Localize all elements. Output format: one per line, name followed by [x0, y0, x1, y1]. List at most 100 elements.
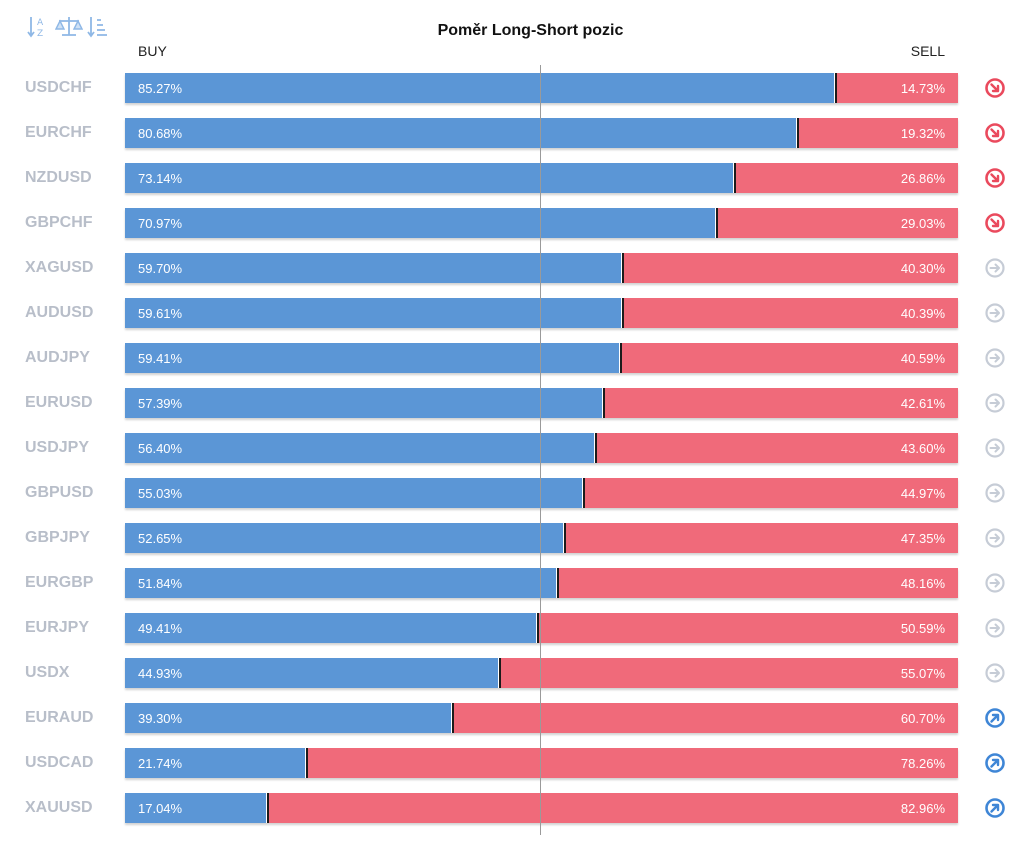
ratio-divider — [834, 73, 838, 103]
trend-neutral-icon[interactable] — [984, 392, 1006, 414]
ratio-row[interactable]: USDX 44.93% 55.07% — [0, 658, 1029, 690]
ratio-bar: 39.30% 60.70% — [125, 703, 958, 733]
sort-descending-icon[interactable] — [86, 14, 110, 40]
balance-scale-icon[interactable] — [55, 14, 83, 40]
buy-segment — [125, 793, 267, 823]
symbol-label[interactable]: USDJPY — [25, 439, 90, 456]
ratio-row[interactable]: EURJPY 49.41% 50.59% — [0, 613, 1029, 645]
buy-segment — [125, 523, 564, 553]
trend-neutral-icon[interactable] — [984, 617, 1006, 639]
sell-percent-label: 50.59% — [900, 621, 945, 636]
ratio-row[interactable]: AUDUSD 59.61% 40.39% — [0, 298, 1029, 330]
trend-neutral-icon[interactable] — [984, 347, 1006, 369]
trend-down-icon[interactable] — [984, 77, 1006, 99]
ratio-bar: 59.70% 40.30% — [125, 253, 958, 283]
ratio-divider — [305, 748, 309, 778]
symbol-label[interactable]: GBPUSD — [25, 484, 94, 501]
sort-alphabetical-icon[interactable]: A Z — [26, 14, 50, 40]
chart-title: Poměr Long-Short pozic — [437, 22, 624, 39]
ratio-divider — [498, 658, 502, 688]
trend-down-icon[interactable] — [984, 167, 1006, 189]
ratio-bar: 52.65% 47.35% — [125, 523, 958, 553]
symbol-label[interactable]: NZDUSD — [25, 169, 92, 186]
symbol-label[interactable]: XAUUSD — [25, 799, 93, 816]
symbol-label[interactable]: AUDUSD — [25, 304, 94, 321]
ratio-row[interactable]: GBPUSD 55.03% 44.97% — [0, 478, 1029, 510]
sell-percent-label: 40.59% — [900, 351, 945, 366]
ratio-row[interactable]: EURUSD 57.39% 42.61% — [0, 388, 1029, 420]
ratio-divider — [621, 253, 625, 283]
symbol-label[interactable]: XAGUSD — [25, 259, 94, 276]
trend-neutral-icon[interactable] — [984, 257, 1006, 279]
ratio-bar: 49.41% 50.59% — [125, 613, 958, 643]
trend-neutral-icon[interactable] — [984, 527, 1006, 549]
ratio-row[interactable]: USDJPY 56.40% 43.60% — [0, 433, 1029, 465]
symbol-label[interactable]: EURCHF — [25, 124, 92, 141]
buy-segment — [125, 253, 623, 283]
ratio-row[interactable]: XAGUSD 59.70% 40.30% — [0, 253, 1029, 285]
ratio-bar: 55.03% 44.97% — [125, 478, 958, 508]
symbol-label[interactable]: EURGBP — [25, 574, 94, 591]
ratio-row[interactable]: EURGBP 51.84% 48.16% — [0, 568, 1029, 600]
sell-segment — [306, 748, 958, 778]
ratio-row[interactable]: EURCHF 80.68% 19.32% — [0, 118, 1029, 150]
symbol-label[interactable]: GBPCHF — [25, 214, 93, 231]
symbol-label[interactable]: EURUSD — [25, 394, 93, 411]
symbol-label[interactable]: EURAUD — [25, 709, 94, 726]
sell-segment — [452, 703, 958, 733]
ratio-divider — [715, 208, 719, 238]
trend-up-icon[interactable] — [984, 797, 1006, 819]
buy-percent-label: 21.74% — [138, 756, 183, 771]
sell-percent-label: 48.16% — [900, 576, 945, 591]
sell-percent-label: 26.86% — [900, 171, 945, 186]
trend-down-icon[interactable] — [984, 122, 1006, 144]
symbol-label[interactable]: USDX — [25, 664, 70, 681]
sell-percent-label: 55.07% — [900, 666, 945, 681]
ratio-divider — [265, 793, 269, 823]
buy-percent-label: 73.14% — [138, 171, 183, 186]
symbol-label[interactable]: USDCHF — [25, 79, 92, 96]
fifty-percent-line — [540, 65, 541, 835]
ratio-row[interactable]: USDCAD 21.74% 78.26% — [0, 748, 1029, 780]
ratio-row[interactable]: EURAUD 39.30% 60.70% — [0, 703, 1029, 735]
sell-segment — [621, 298, 958, 328]
buy-segment — [125, 568, 557, 598]
sell-segment — [563, 523, 958, 553]
symbol-label[interactable]: USDCAD — [25, 754, 94, 771]
ratio-row[interactable]: USDCHF 85.27% 14.73% — [0, 73, 1029, 105]
buy-percent-label: 17.04% — [138, 801, 183, 816]
trend-up-icon[interactable] — [984, 707, 1006, 729]
buy-percent-label: 56.40% — [138, 441, 183, 456]
symbol-label[interactable]: GBPJPY — [25, 529, 90, 546]
ratio-bar: 44.93% 55.07% — [125, 658, 958, 688]
trend-down-icon[interactable] — [984, 212, 1006, 234]
ratio-bar: 59.41% 40.59% — [125, 343, 958, 373]
symbol-label[interactable]: EURJPY — [25, 619, 90, 636]
ratio-row[interactable]: XAUUSD 17.04% 82.96% — [0, 793, 1029, 825]
trend-neutral-icon[interactable] — [984, 482, 1006, 504]
trend-neutral-icon[interactable] — [984, 302, 1006, 324]
ratio-bar: 85.27% 14.73% — [125, 73, 958, 103]
sell-percent-label: 29.03% — [900, 216, 945, 231]
ratio-row[interactable]: GBPJPY 52.65% 47.35% — [0, 523, 1029, 555]
ratio-row[interactable]: GBPCHF 70.97% 29.03% — [0, 208, 1029, 240]
ratio-bar: 17.04% 82.96% — [125, 793, 958, 823]
buy-percent-label: 80.68% — [138, 126, 183, 141]
symbol-label[interactable]: AUDJPY — [25, 349, 90, 366]
sell-percent-label: 44.97% — [900, 486, 945, 501]
sell-percent-label: 60.70% — [900, 711, 945, 726]
buy-segment — [125, 73, 836, 103]
buy-column-label: BUY — [138, 43, 167, 59]
ratio-bar: 21.74% 78.26% — [125, 748, 958, 778]
trend-up-icon[interactable] — [984, 752, 1006, 774]
buy-percent-label: 59.70% — [138, 261, 183, 276]
buy-segment — [125, 118, 798, 148]
trend-neutral-icon[interactable] — [984, 572, 1006, 594]
ratio-row[interactable]: AUDJPY 59.41% 40.59% — [0, 343, 1029, 375]
trend-neutral-icon[interactable] — [984, 662, 1006, 684]
ratio-row[interactable]: NZDUSD 73.14% 26.86% — [0, 163, 1029, 195]
ratio-divider — [620, 298, 624, 328]
trend-neutral-icon[interactable] — [984, 437, 1006, 459]
buy-segment — [125, 748, 307, 778]
